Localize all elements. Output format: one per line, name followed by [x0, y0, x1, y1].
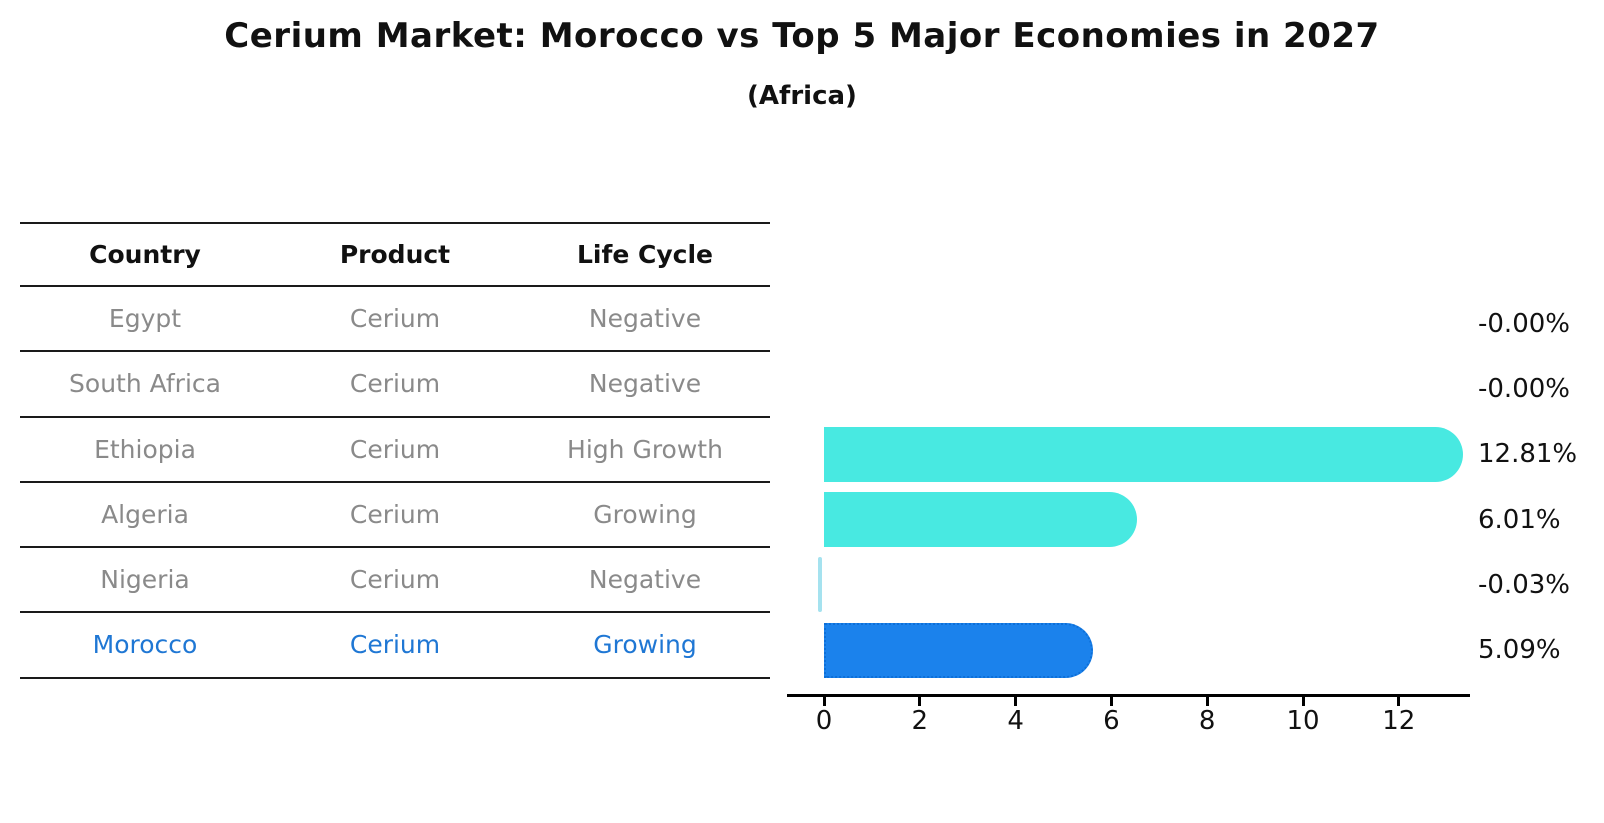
table-row: Egypt Cerium Negative	[20, 287, 770, 353]
bar-value-label: 12.81%	[1478, 439, 1578, 470]
x-tick-label: 8	[1198, 706, 1216, 736]
chart-title: Cerium Market: Morocco vs Top 5 Major Ec…	[224, 16, 1380, 56]
cell-country: Egypt	[108, 304, 182, 333]
cell-life-cycle: High Growth	[567, 434, 723, 464]
table-row: Morocco Cerium Growing	[20, 613, 770, 679]
cell-country: Morocco	[92, 630, 198, 660]
x-tick-mark	[1205, 696, 1209, 706]
cell-country: South Africa	[69, 369, 221, 399]
cell-country: Nigeria	[100, 565, 190, 595]
column-header-lifecycle: Life Cycle	[576, 240, 714, 269]
column-header-country: Country	[89, 240, 201, 269]
bar-value-label: -0.03%	[1478, 569, 1570, 600]
table-row: Algeria Cerium Growing	[20, 483, 770, 549]
cell-product: Cerium	[349, 499, 441, 529]
cell-life-cycle: Negative	[588, 369, 702, 399]
cell-life-cycle: Growing	[593, 630, 697, 660]
cell-product: Cerium	[349, 565, 441, 595]
country-table: Country Product Life Cycle Egypt Cerium Ne…	[20, 222, 770, 679]
bar	[824, 492, 1137, 548]
x-tick-label: 12	[1382, 706, 1416, 736]
bar-value-label: 6.01%	[1478, 504, 1561, 535]
cell-life-cycle: Negative	[588, 304, 702, 333]
x-tick-label: 2	[911, 706, 929, 736]
x-tick-label: 4	[1007, 706, 1024, 736]
x-tick-label: 0	[815, 706, 833, 736]
x-tick-mark	[1014, 696, 1018, 706]
bar-value-label: -0.00%	[1478, 308, 1570, 339]
x-tick-label: 10	[1286, 706, 1320, 736]
table-header-row: Country Product Life Cycle	[20, 224, 770, 287]
table-row: Nigeria Cerium Negative	[20, 548, 770, 614]
bar-highlight	[824, 622, 1093, 678]
cell-life-cycle: Growing	[593, 499, 697, 529]
cell-country: Ethiopia	[94, 434, 196, 464]
x-tick-mark	[822, 696, 826, 706]
x-tick-mark	[1109, 696, 1113, 706]
bar-value-label: 5.09%	[1478, 635, 1561, 666]
cell-product: Cerium	[349, 434, 441, 464]
x-tick-mark	[1397, 696, 1401, 706]
x-tick-mark	[918, 696, 922, 706]
x-tick-mark	[1301, 696, 1305, 706]
chart-subtitle: (Africa)	[747, 81, 857, 111]
table-body: Egypt Cerium Negative South Africa Cerium Neg…	[20, 287, 770, 679]
cell-country: Algeria	[101, 499, 189, 529]
cell-product: Cerium	[349, 369, 441, 399]
table-row: Ethiopia Cerium High Growth	[20, 418, 770, 483]
table-row: South Africa Cerium Negative	[20, 352, 770, 418]
cell-product: Cerium	[349, 304, 441, 333]
bar-value-label: -0.00%	[1478, 374, 1570, 404]
bar-negative	[818, 557, 822, 613]
x-axis-line	[787, 694, 1470, 697]
bar	[824, 426, 1463, 482]
x-tick-label: 6	[1103, 706, 1120, 736]
cell-life-cycle: Negative	[588, 565, 702, 595]
column-header-product: Product	[339, 240, 451, 269]
cell-product: Cerium	[349, 630, 441, 660]
